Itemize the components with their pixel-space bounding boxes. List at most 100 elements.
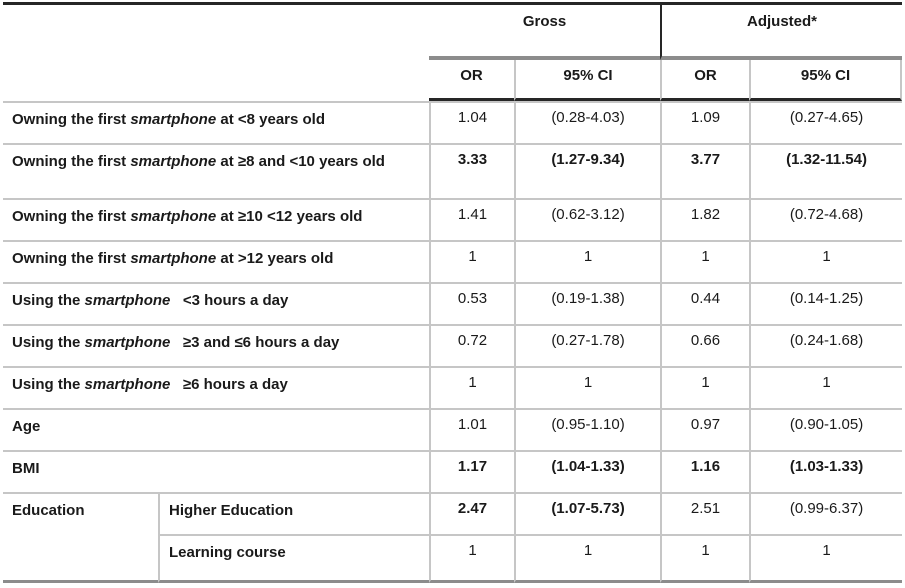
row-label-text: Owning the first: [12, 153, 131, 170]
header-sub-row: OR 95% CI OR 95% CI: [3, 60, 903, 101]
row-label-text: Age: [12, 418, 41, 435]
row-label-italic-word: smartphone: [130, 111, 217, 128]
row-label-italic-word: smartphone: [84, 292, 171, 309]
results-table: Gross Adjusted* OR 95% CI OR 95% CI Owni…: [3, 2, 903, 583]
row-label-text: Owning the first: [12, 250, 131, 267]
adjusted-or-value: 0.66: [660, 324, 750, 366]
table-row: Education Higher Education 2.47 (1.07-5.73)…: [3, 492, 903, 583]
gross-ci-value: (1.07-5.73): [514, 492, 661, 534]
adjusted-or-value: 0.44: [660, 282, 750, 324]
table-row: Owning the first smartphone at >12 years…: [3, 240, 903, 282]
table-row: BMI 1.17 (1.04-1.33) 1.16 (1.03-1.33): [3, 450, 903, 492]
table-row: Age 1.01 (0.95-1.10) 0.97 (0.90-1.05): [3, 408, 903, 450]
row-label: Using the smartphone <3 hours a day: [3, 282, 429, 324]
row-label-italic-word: smartphone: [130, 208, 217, 225]
gross-ci-value: (1.04-1.33): [514, 450, 661, 492]
table-body: Owning the first smartphone at <8 years …: [3, 101, 903, 583]
adjusted-ci-value: 1: [749, 534, 903, 583]
row-label: Owning the first smartphone at <8 years …: [3, 101, 429, 143]
row-label: BMI: [3, 450, 429, 492]
row-label: Using the smartphone ≥6 hours a day: [3, 366, 429, 408]
gross-or-value: 0.72: [429, 324, 514, 366]
header-group-row: Gross Adjusted*: [3, 2, 903, 60]
row-label: Using the smartphone ≥3 and ≤6 hours a d…: [3, 324, 429, 366]
gross-or-value: 1: [429, 534, 514, 583]
row-label-italic-word: smartphone: [84, 334, 171, 351]
row-label-text: at ≥10 <12 years old: [216, 208, 363, 225]
col-header-adjusted-ci: 95% CI: [749, 60, 903, 101]
row-sublabel: Learning course: [158, 534, 429, 583]
row-label-italic-word: smartphone: [130, 153, 217, 170]
row-label-text: Using the: [12, 376, 85, 393]
table-row: Using the smartphone ≥6 hours a day 1 1 1 1: [3, 366, 903, 408]
adjusted-or-value: 1.16: [660, 450, 750, 492]
adjusted-or-value: 1: [660, 366, 750, 408]
adjusted-ci-value: (0.99-6.37): [749, 492, 903, 534]
gross-or-value: 1.17: [429, 450, 514, 492]
adjusted-ci-value: (0.90-1.05): [749, 408, 903, 450]
gross-ci-value: (0.62-3.12): [514, 198, 661, 240]
table-row: Learning course 1 1 1 1: [3, 534, 903, 583]
col-header-gross-or: OR: [429, 60, 514, 101]
row-label-text: at >12 years old: [216, 250, 334, 267]
adjusted-ci-value: (0.14-1.25): [749, 282, 903, 324]
table-row: Owning the first smartphone at <8 years …: [3, 101, 903, 143]
row-label-text: at <8 years old: [216, 111, 326, 128]
gross-ci-value: (0.27-1.78): [514, 324, 661, 366]
col-header-gross: Gross: [429, 2, 661, 60]
table-header: Gross Adjusted* OR 95% CI OR 95% CI: [3, 2, 903, 101]
row-label-text: Owning the first: [12, 111, 131, 128]
row-label-text: ≥6 hours a day: [170, 376, 288, 393]
row-label-italic-word: smartphone: [84, 376, 171, 393]
gross-ci-value: (0.95-1.10): [514, 408, 661, 450]
row-label: Owning the first smartphone at ≥8 and <1…: [3, 143, 429, 198]
header-label-spacer-2: [3, 60, 429, 101]
row-label-text: ≥3 and ≤6 hours a day: [170, 334, 340, 351]
row-label-text: Owning the first: [12, 208, 131, 225]
gross-or-value: 1.41: [429, 198, 514, 240]
row-label: Age: [3, 408, 429, 450]
gross-ci-value: (0.19-1.38): [514, 282, 661, 324]
gross-or-value: 1.04: [429, 101, 514, 143]
row-label: Owning the first smartphone at >12 years…: [3, 240, 429, 282]
row-label-text: Using the: [12, 334, 85, 351]
row-label: Owning the first smartphone at ≥10 <12 y…: [3, 198, 429, 240]
gross-or-value: 1: [429, 240, 514, 282]
adjusted-or-value: 1.09: [660, 101, 750, 143]
gross-or-value: 1.01: [429, 408, 514, 450]
gross-or-value: 1: [429, 366, 514, 408]
adjusted-or-value: 1.82: [660, 198, 750, 240]
gross-ci-value: (1.27-9.34): [514, 143, 661, 198]
adjusted-ci-value: (0.24-1.68): [749, 324, 903, 366]
gross-ci-value: (0.28-4.03): [514, 101, 661, 143]
gross-or-value: 0.53: [429, 282, 514, 324]
gross-ci-value: 1: [514, 366, 661, 408]
adjusted-or-value: 0.97: [660, 408, 750, 450]
table-row: Using the smartphone ≥3 and ≤6 hours a d…: [3, 324, 903, 366]
adjusted-ci-value: 1: [749, 240, 903, 282]
row-label-text: Using the: [12, 292, 85, 309]
row-group-label: Education: [3, 492, 158, 583]
row-sublabel: Higher Education: [158, 492, 429, 534]
adjusted-or-value: 3.77: [660, 143, 750, 198]
table-row: Using the smartphone <3 hours a day 0.53(…: [3, 282, 903, 324]
adjusted-ci-value: (1.32-11.54): [749, 143, 903, 198]
col-header-adjusted: Adjusted*: [660, 2, 903, 60]
adjusted-or-value: 1: [660, 240, 750, 282]
row-label-text: at ≥8 and <10 years old: [216, 153, 385, 170]
table-row: Owning the first smartphone at ≥10 <12 y…: [3, 198, 903, 240]
col-header-gross-ci: 95% CI: [514, 60, 661, 101]
gross-or-value: 3.33: [429, 143, 514, 198]
adjusted-ci-value: (0.27-4.65): [749, 101, 903, 143]
row-label-text: BMI: [12, 460, 40, 477]
header-label-spacer: [3, 2, 429, 60]
row-label-italic-word: smartphone: [130, 250, 217, 267]
table-row: Owning the first smartphone at ≥8 and <1…: [3, 143, 903, 198]
adjusted-ci-value: (1.03-1.33): [749, 450, 903, 492]
adjusted-ci-value: (0.72-4.68): [749, 198, 903, 240]
col-header-adjusted-or: OR: [660, 60, 750, 101]
adjusted-or-value: 1: [660, 534, 750, 583]
adjusted-ci-value: 1: [749, 366, 903, 408]
adjusted-or-value: 2.51: [660, 492, 750, 534]
